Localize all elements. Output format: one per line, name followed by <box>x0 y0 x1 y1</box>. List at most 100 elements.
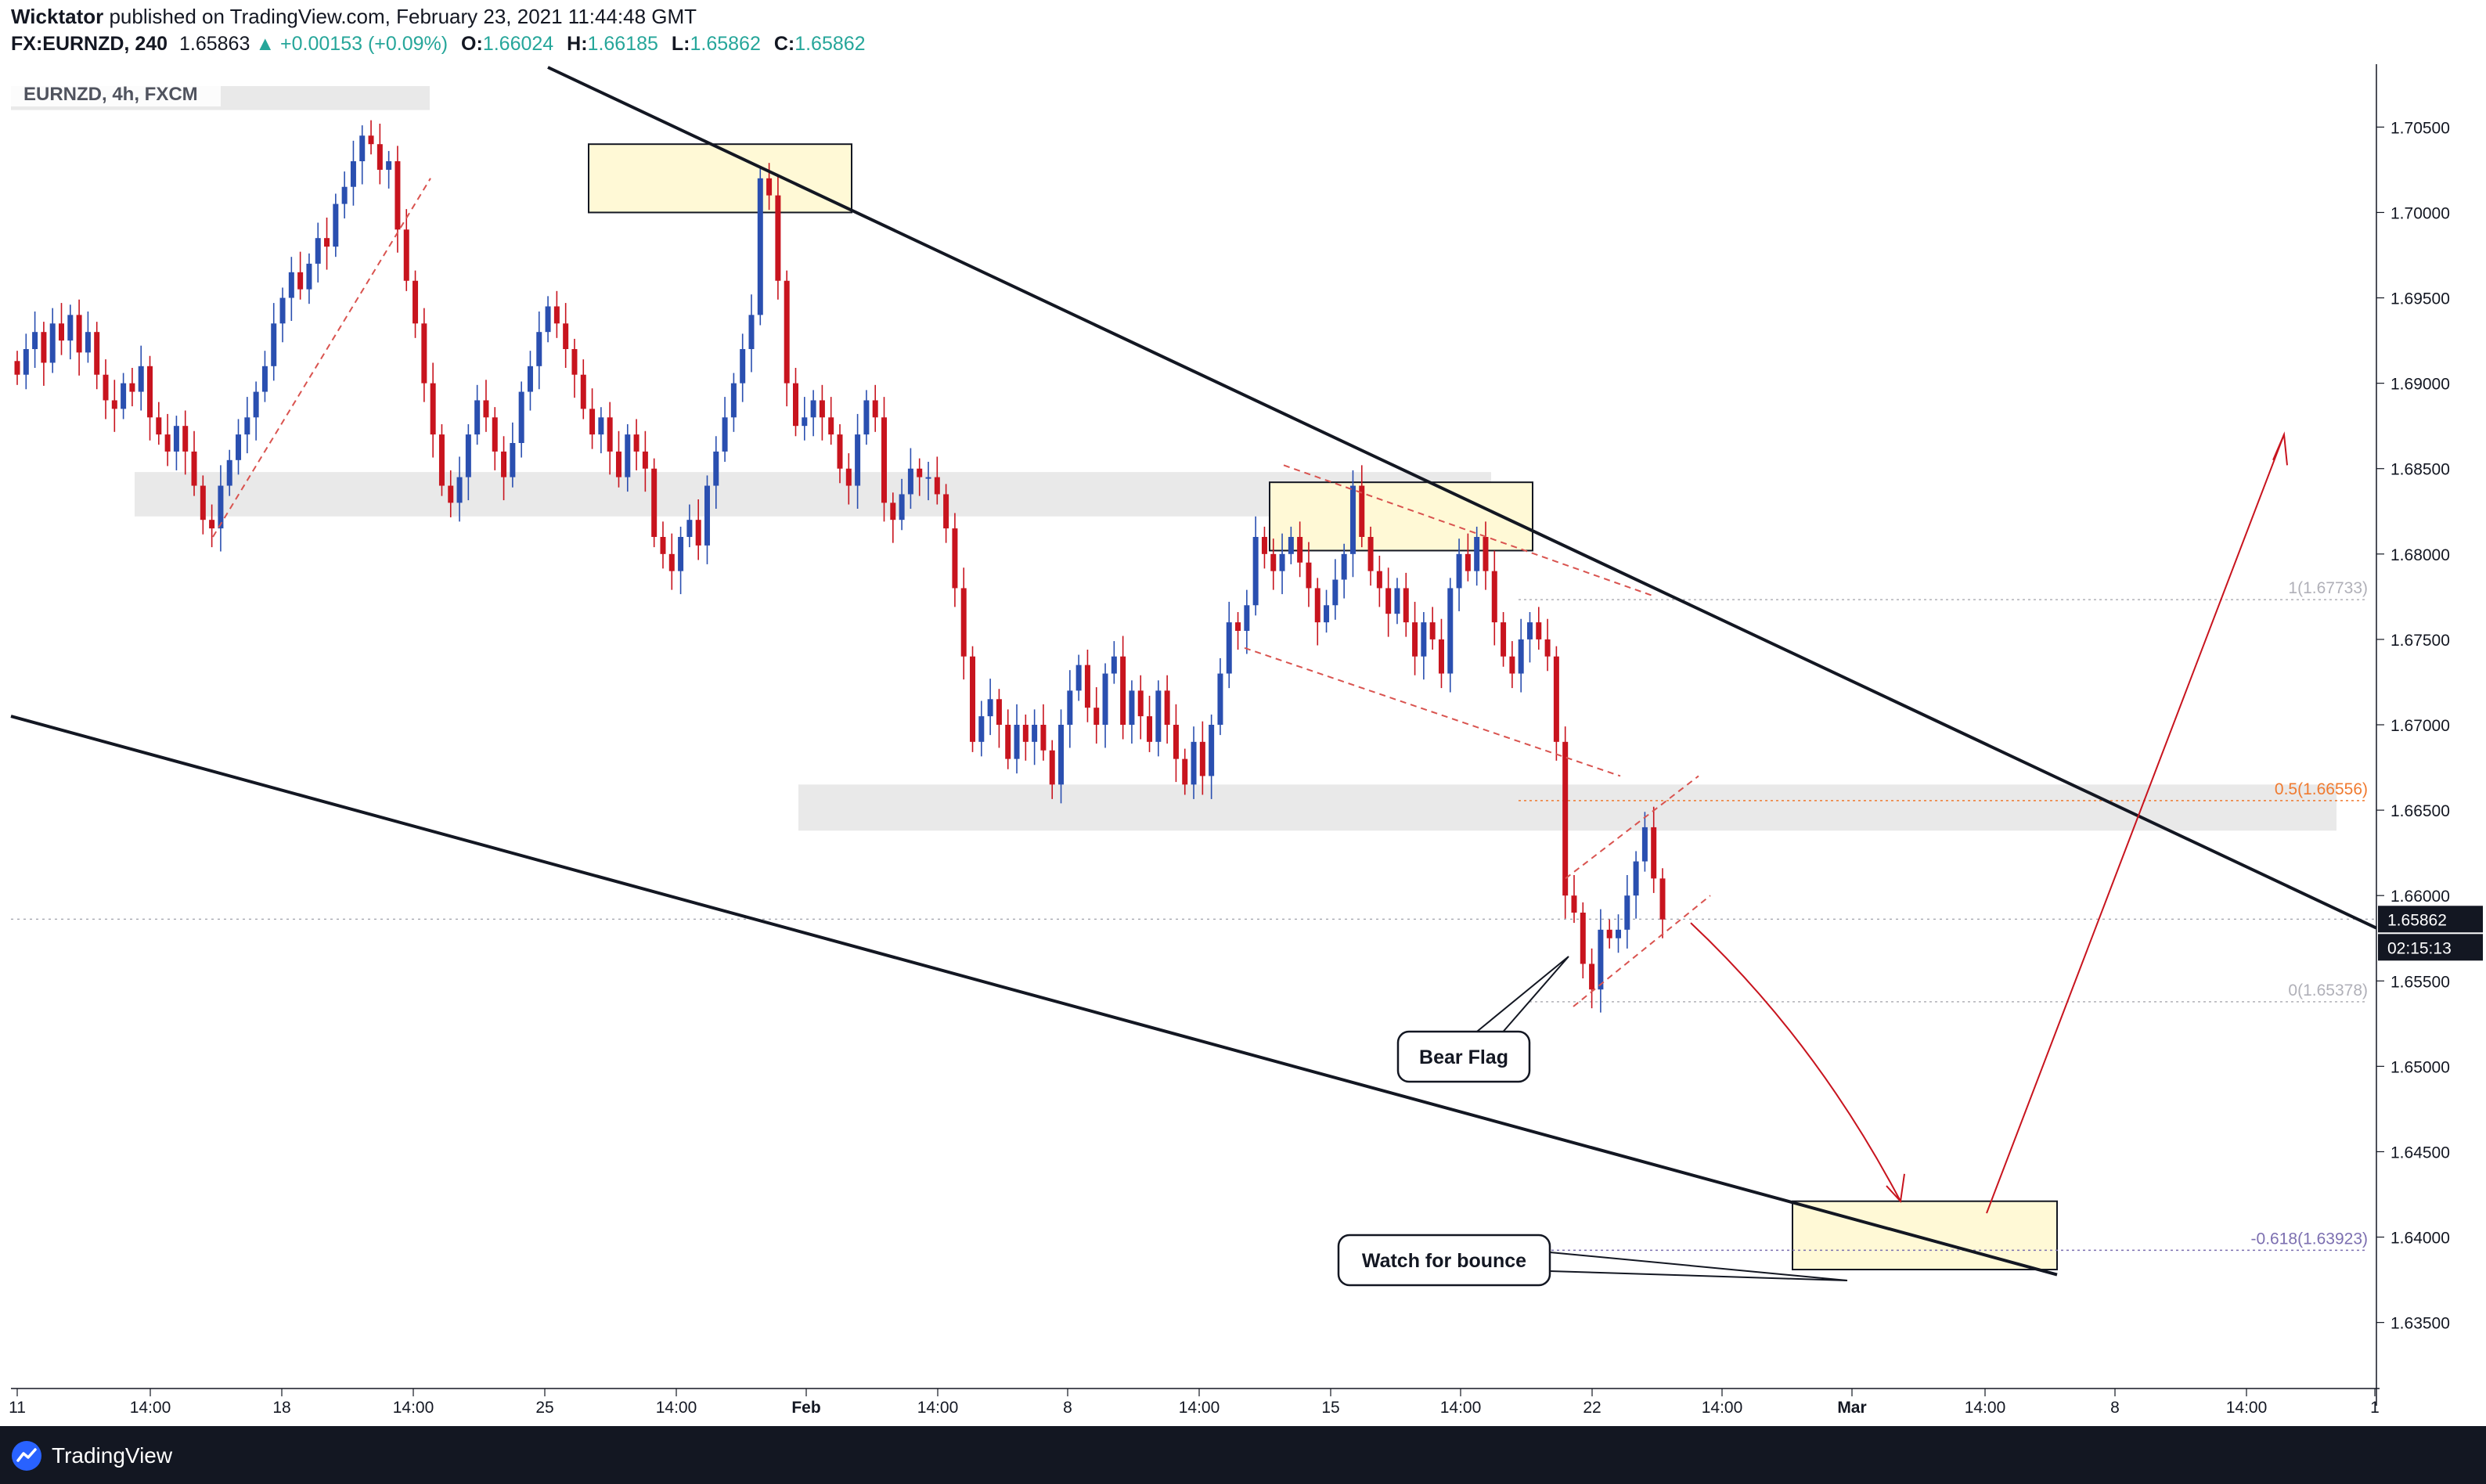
candle-body[interactable] <box>757 178 763 315</box>
candle-body[interactable] <box>828 417 834 435</box>
candle-body[interactable] <box>553 306 560 324</box>
candle-body[interactable] <box>333 204 339 247</box>
candle-body[interactable] <box>1040 725 1047 751</box>
candle-body[interactable] <box>1589 964 1595 990</box>
candle-body[interactable] <box>297 272 304 290</box>
candle-body[interactable] <box>359 135 366 161</box>
candle-body[interactable] <box>837 434 843 469</box>
candle-body[interactable] <box>1288 537 1294 554</box>
candle-body[interactable] <box>1659 878 1666 920</box>
candle-body[interactable] <box>686 520 693 537</box>
candle-body[interactable] <box>678 537 684 571</box>
candle-body[interactable] <box>695 520 701 546</box>
candle-body[interactable] <box>474 400 481 435</box>
candle-body[interactable] <box>501 451 507 477</box>
candle-body[interactable] <box>563 323 569 349</box>
candle-body[interactable] <box>395 161 401 230</box>
highlight-zone[interactable] <box>1269 481 1533 552</box>
candle-body[interactable] <box>1438 639 1444 674</box>
candle-body[interactable] <box>279 297 286 324</box>
candle-body[interactable] <box>156 417 162 435</box>
candle-body[interactable] <box>1341 553 1347 580</box>
candle-body[interactable] <box>49 323 56 363</box>
candle-body[interactable] <box>1279 553 1285 571</box>
candle-body[interactable] <box>1385 588 1392 614</box>
candle-body[interactable] <box>1191 741 1197 785</box>
candle-body[interactable] <box>642 451 648 469</box>
candle-body[interactable] <box>236 434 242 460</box>
candle-body[interactable] <box>111 400 117 409</box>
candle-body[interactable] <box>855 434 861 486</box>
candle-body[interactable] <box>1349 485 1356 554</box>
candle-body[interactable] <box>76 315 82 353</box>
candle-body[interactable] <box>510 443 516 477</box>
candle-body[interactable] <box>810 400 816 418</box>
candle-body[interactable] <box>943 494 949 529</box>
candle-body[interactable] <box>438 434 445 486</box>
candle-body[interactable] <box>1155 690 1162 742</box>
candle-body[interactable] <box>147 366 153 418</box>
candle-body[interactable] <box>1093 708 1100 725</box>
candle-body[interactable] <box>1164 690 1170 725</box>
candle-body[interactable] <box>1032 725 1038 742</box>
candle-body[interactable] <box>377 144 383 170</box>
candle-body[interactable] <box>1606 929 1612 938</box>
candle-body[interactable] <box>1306 562 1312 589</box>
candle-body[interactable] <box>1058 725 1065 785</box>
candle-body[interactable] <box>1536 622 1542 639</box>
candle-body[interactable] <box>518 391 524 443</box>
candle-body[interactable] <box>386 161 392 170</box>
candle-body[interactable] <box>1456 553 1462 589</box>
candle-body[interactable] <box>952 528 958 589</box>
candle-body[interactable] <box>899 494 905 520</box>
candle-body[interactable] <box>970 656 976 742</box>
candle-body[interactable] <box>1022 725 1029 742</box>
candle-body[interactable] <box>253 391 259 418</box>
candle-body[interactable] <box>448 485 454 503</box>
candle-body[interactable] <box>872 400 878 418</box>
candle-body[interactable] <box>1501 622 1507 657</box>
candle-body[interactable] <box>14 361 20 375</box>
candle-body[interactable] <box>934 477 940 495</box>
candle-body[interactable] <box>545 306 551 333</box>
candle-body[interactable] <box>802 417 808 427</box>
candle-body[interactable] <box>1075 665 1082 691</box>
candle-body[interactable] <box>792 383 798 427</box>
candle-body[interactable] <box>1624 895 1630 930</box>
lower-trendline[interactable] <box>10 715 2058 1277</box>
candle-body[interactable] <box>403 229 409 281</box>
publisher-name[interactable]: Wicktator <box>11 5 104 28</box>
candle-body[interactable] <box>863 400 870 435</box>
candle-body[interactable] <box>907 468 913 495</box>
candle-body[interactable] <box>819 400 825 418</box>
candle-body[interactable] <box>748 315 755 349</box>
candle-body[interactable] <box>1615 929 1621 938</box>
candle-body[interactable] <box>960 588 967 657</box>
candle-body[interactable] <box>1571 895 1577 913</box>
candle-body[interactable] <box>164 434 171 452</box>
candle-body[interactable] <box>527 366 533 392</box>
candle-body[interactable] <box>138 366 144 392</box>
candle-body[interactable] <box>1235 622 1241 631</box>
highlight-zone[interactable] <box>588 143 852 214</box>
candle-body[interactable] <box>218 485 224 529</box>
candle-body[interactable] <box>1049 750 1055 785</box>
candle-body[interactable] <box>1580 913 1586 964</box>
candle-body[interactable] <box>740 349 746 384</box>
last-price-tag[interactable] <box>2378 906 2483 933</box>
candle-body[interactable] <box>845 468 852 486</box>
candle-body[interactable] <box>571 349 578 375</box>
footer-brand[interactable]: TradingView <box>52 1443 173 1468</box>
candle-body[interactable] <box>1182 758 1188 785</box>
candle-body[interactable] <box>580 374 586 409</box>
candle-body[interactable] <box>607 417 613 452</box>
candle-body[interactable] <box>94 332 100 375</box>
candle-body[interactable] <box>1084 665 1090 708</box>
candle-body[interactable] <box>660 537 666 554</box>
highlight-zone[interactable] <box>1792 1200 2058 1271</box>
candle-body[interactable] <box>430 383 436 435</box>
callout-note[interactable]: Watch for bounce <box>1337 1234 1551 1287</box>
candle-body[interactable] <box>1147 716 1153 742</box>
candle-body[interactable] <box>1270 553 1277 571</box>
candle-body[interactable] <box>890 502 896 520</box>
